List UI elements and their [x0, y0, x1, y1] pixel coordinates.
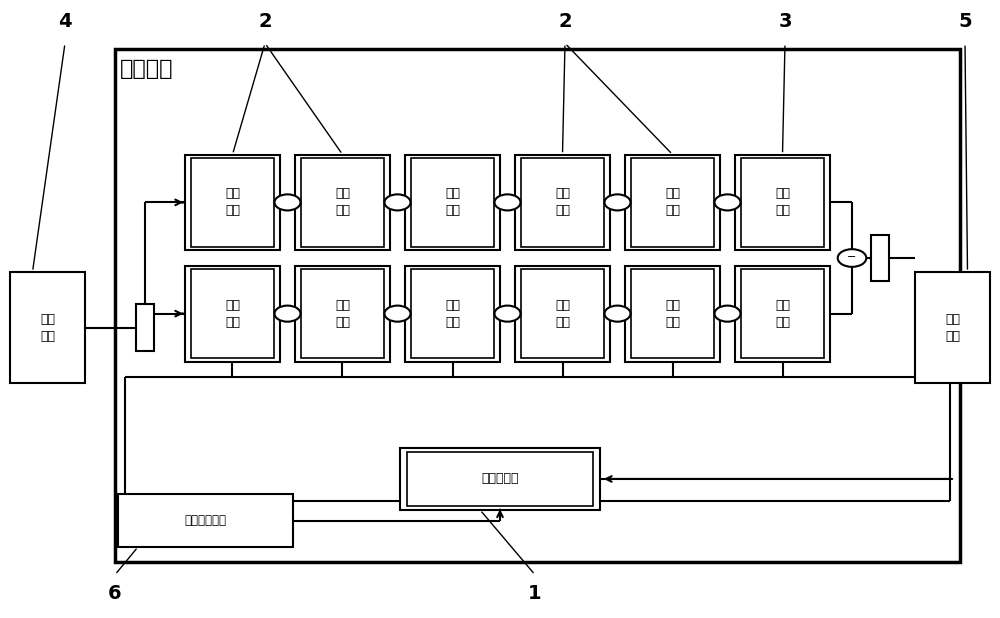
Bar — [407, 452, 593, 506]
Text: 5: 5 — [958, 12, 972, 31]
Text: 4: 4 — [58, 12, 72, 31]
Bar — [741, 269, 824, 358]
Bar — [191, 158, 274, 247]
Bar — [521, 158, 604, 247]
Text: 2: 2 — [258, 12, 272, 31]
Text: 逆变
模块: 逆变 模块 — [335, 298, 350, 329]
Text: 滤波
模块: 滤波 模块 — [225, 187, 240, 218]
Text: 点火装置: 点火装置 — [120, 59, 174, 78]
Bar — [411, 269, 494, 358]
Bar — [301, 158, 384, 247]
Text: 外部
电源: 外部 电源 — [40, 313, 55, 342]
Text: 逆变
模块: 逆变 模块 — [335, 187, 350, 218]
Bar — [515, 154, 610, 250]
Bar — [295, 154, 390, 250]
Bar — [118, 494, 293, 547]
Circle shape — [604, 194, 630, 210]
Bar — [411, 158, 494, 247]
Circle shape — [604, 305, 630, 321]
Bar — [521, 269, 604, 358]
Text: 点火
电缆: 点火 电缆 — [945, 313, 960, 342]
Bar — [915, 272, 990, 383]
Bar — [295, 266, 390, 362]
Text: 滤波
模块: 滤波 模块 — [225, 298, 240, 329]
Circle shape — [495, 194, 520, 210]
Bar — [405, 266, 500, 362]
Bar — [735, 266, 830, 362]
Text: 储能
模块: 储能 模块 — [555, 187, 570, 218]
Bar — [191, 269, 274, 358]
Text: 控制处理器: 控制处理器 — [481, 472, 519, 486]
Text: 储能
模块: 储能 模块 — [555, 298, 570, 329]
Circle shape — [384, 194, 411, 210]
Text: 控制调试接口: 控制调试接口 — [184, 514, 226, 527]
Text: 升压
模块: 升压 模块 — [665, 298, 680, 329]
Circle shape — [714, 194, 740, 210]
Circle shape — [384, 305, 411, 321]
Bar — [735, 154, 830, 250]
Circle shape — [274, 194, 300, 210]
Text: −: − — [847, 252, 857, 262]
Circle shape — [838, 249, 866, 267]
Bar — [136, 304, 154, 350]
Bar — [400, 448, 600, 510]
Text: 3: 3 — [778, 12, 792, 31]
Bar — [301, 269, 384, 358]
Bar — [115, 49, 960, 562]
Bar — [625, 154, 720, 250]
Bar — [741, 158, 824, 247]
Bar — [515, 266, 610, 362]
Bar — [625, 266, 720, 362]
Text: 整流
模块: 整流 模块 — [445, 187, 460, 218]
Text: 1: 1 — [528, 584, 542, 603]
Text: 放电
模块: 放电 模块 — [775, 298, 790, 329]
Text: 整流
模块: 整流 模块 — [445, 298, 460, 329]
Text: 2: 2 — [558, 12, 572, 31]
Bar — [405, 154, 500, 250]
Bar — [631, 269, 714, 358]
Text: 6: 6 — [108, 584, 122, 603]
Circle shape — [274, 305, 300, 321]
Bar — [10, 272, 85, 383]
Bar — [871, 235, 889, 281]
Bar — [185, 154, 280, 250]
Circle shape — [495, 305, 520, 321]
Bar — [631, 158, 714, 247]
Text: 升压
模块: 升压 模块 — [665, 187, 680, 218]
Circle shape — [714, 305, 740, 321]
Text: 放电
模块: 放电 模块 — [775, 187, 790, 218]
Bar — [185, 266, 280, 362]
